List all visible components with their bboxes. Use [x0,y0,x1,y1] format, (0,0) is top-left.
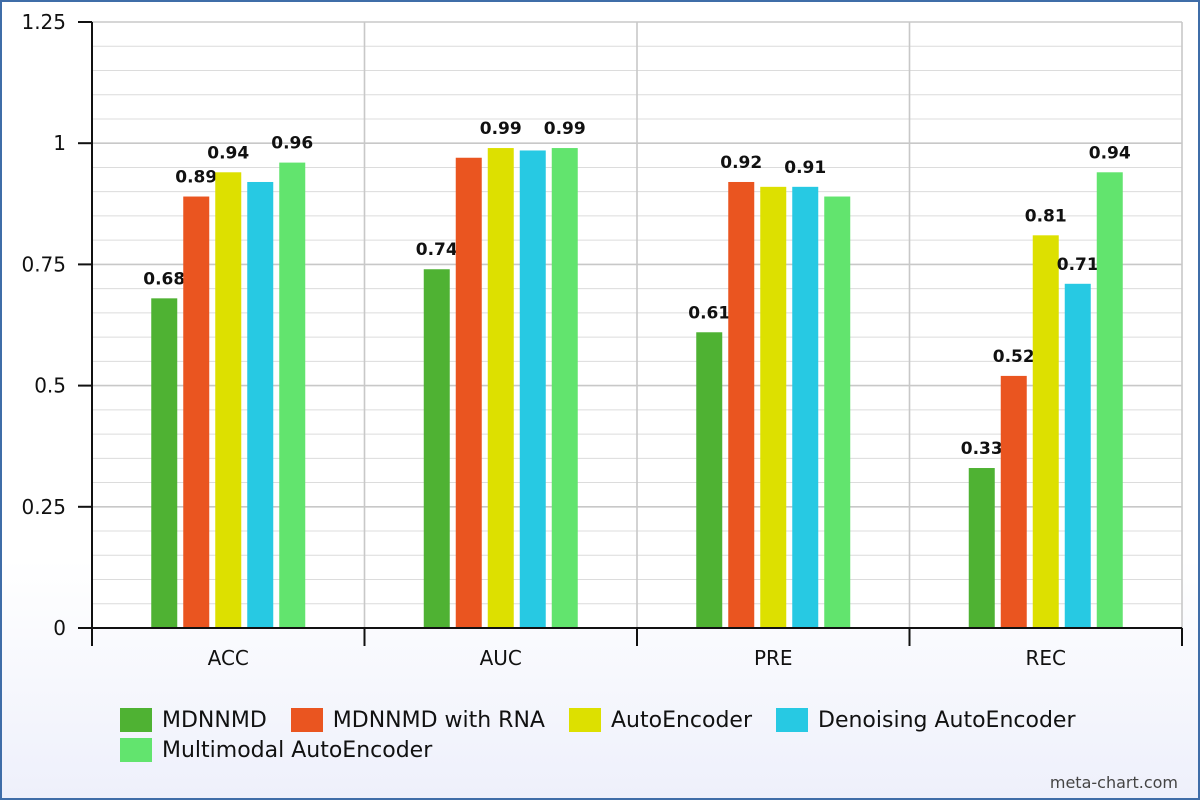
data-label: 0.71 [1057,255,1099,275]
data-label: 0.99 [544,119,586,139]
y-tick-label: 0.25 [21,495,66,519]
chart-credit: meta-chart.com [1049,773,1178,792]
legend-label: AutoEncoder [610,707,753,733]
bar [728,181,755,628]
bar [151,298,178,628]
bar [247,181,274,628]
data-label: 0.94 [207,143,249,163]
bar [551,148,578,628]
data-label: 0.91 [784,158,826,178]
legend-item: MDNNMD [120,706,267,734]
y-tick-label: 0 [53,616,66,640]
legend-swatch [290,708,323,732]
y-tick-label: 1.25 [21,10,66,34]
data-label: 0.81 [1025,206,1067,226]
bar [279,162,306,629]
y-tick-label: 0.5 [34,374,66,398]
bar [1000,375,1027,628]
legend-item: Denoising AutoEncoder [776,706,1076,734]
legend: MDNNMD MDNNMD with RNA AutoEncoder Denoisin… [120,706,1160,764]
data-label: 0.99 [480,119,522,139]
bar [696,332,723,628]
legend-swatch [776,708,809,732]
x-tick-label: ACC [208,646,249,670]
legend-swatch [120,738,152,762]
bar [760,186,787,628]
bar [1032,235,1059,628]
data-label: 0.92 [720,153,762,173]
bar [183,196,210,628]
legend-label: Denoising AutoEncoder [818,707,1076,733]
data-label: 0.68 [143,269,185,289]
data-label: 0.33 [961,439,1003,459]
bar [1064,283,1091,628]
bar [423,269,450,628]
x-tick-label: REC [1026,646,1067,670]
data-label: 0.74 [416,240,458,260]
legend-swatch [120,708,152,732]
bar [968,468,995,628]
y-tick-label: 1 [53,131,66,155]
legend-label: MDNNMD with RNA [332,707,545,733]
bar [792,186,819,628]
legend-item: Multimodal AutoEncoder [120,736,432,764]
data-label: 0.94 [1089,143,1131,163]
data-label: 0.96 [271,134,313,154]
bar [455,157,482,628]
legend-swatch [568,708,601,732]
data-label: 0.89 [175,168,217,188]
legend-label: Multimodal AutoEncoder [162,737,433,763]
x-tick-label: PRE [754,646,793,670]
x-tick-label: AUC [480,646,522,670]
data-label: 0.61 [688,303,730,323]
legend-label: MDNNMD [162,707,267,733]
bar [487,148,514,628]
legend-item: AutoEncoder [568,706,753,734]
data-label: 0.52 [993,347,1035,367]
bar [1096,172,1123,628]
bar [824,196,851,628]
legend-item: MDNNMD with RNA [290,706,545,734]
bar [519,150,546,629]
y-tick-label: 0.75 [21,252,66,276]
bar [215,172,242,628]
